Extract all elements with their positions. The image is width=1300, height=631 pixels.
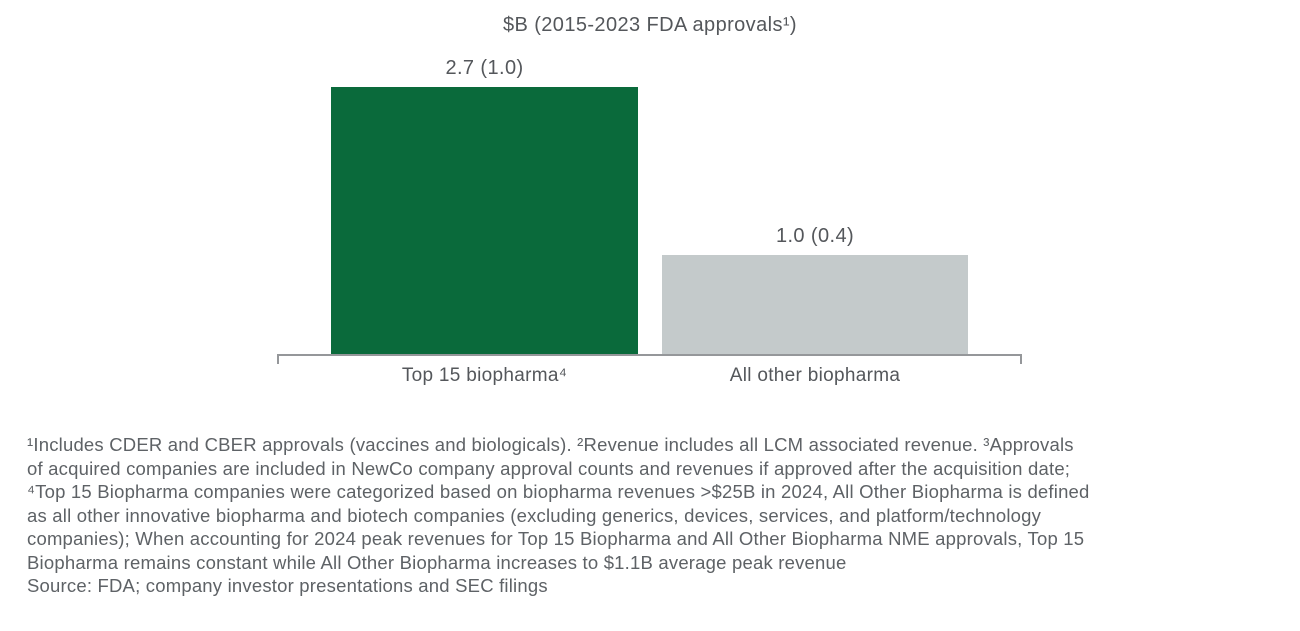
footnote-line: as all other innovative biopharma and bi… bbox=[27, 504, 1042, 526]
bar-all-other-biopharma bbox=[662, 255, 968, 354]
chart-title: $B (2015-2023 FDA approvals¹) bbox=[503, 14, 797, 36]
bar-group-all-other-biopharma: 1.0 (0.4) bbox=[662, 225, 968, 354]
footnote-line: ⁴Top 15 Biopharma companies were categor… bbox=[27, 481, 1090, 502]
bar-value-label-all-other-biopharma: 1.0 (0.4) bbox=[775, 225, 855, 247]
source-line: Source: FDA; company investor presentati… bbox=[27, 575, 548, 596]
bar-top-15-biopharma bbox=[331, 87, 638, 354]
footnote-line: ¹Includes CDER and CBER approvals (vacci… bbox=[27, 434, 1074, 455]
footnote-line: of acquired companies are included in Ne… bbox=[27, 457, 1071, 479]
chart-area: 2.7 (1.0) 1.0 (0.4) bbox=[331, 57, 968, 354]
footnote-line: Biopharma remains constant while All Oth… bbox=[27, 551, 847, 573]
category-label-top-15-biopharma: Top 15 biopharma⁴ bbox=[401, 365, 568, 386]
footnote-line: companies); When accounting for 2024 pea… bbox=[27, 528, 1085, 549]
category-label-all-other-biopharma: All other biopharma bbox=[729, 365, 901, 386]
bar-group-top-15-biopharma: 2.7 (1.0) bbox=[331, 57, 638, 354]
bar-value-label-top-15-biopharma: 2.7 (1.0) bbox=[445, 57, 524, 79]
category-axis-baseline bbox=[277, 354, 1022, 364]
footnotes-block: ¹Includes CDER and CBER approvals (vacci… bbox=[27, 433, 1283, 598]
